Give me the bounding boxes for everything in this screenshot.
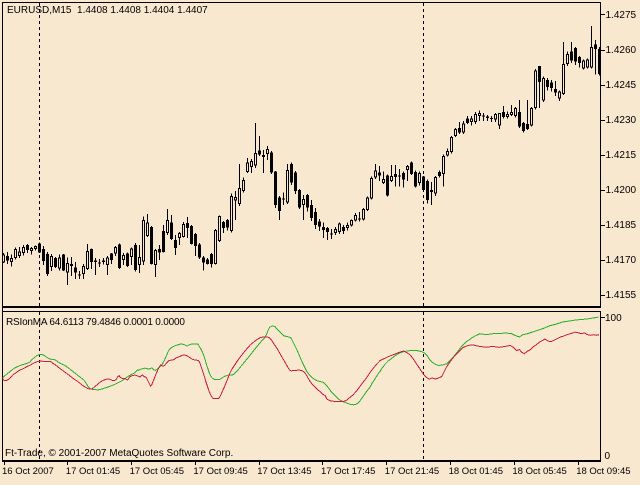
svg-text:1.4170: 1.4170 [606,255,637,266]
svg-text:17 Oct 01:45: 17 Oct 01:45 [66,466,120,477]
svg-text:100: 100 [605,313,622,324]
svg-text:1.4260: 1.4260 [606,45,637,56]
svg-text:1.4215: 1.4215 [606,150,637,161]
svg-text:0: 0 [605,451,611,462]
svg-text:17 Oct 13:45: 17 Oct 13:45 [257,466,311,477]
svg-text:1.4185: 1.4185 [606,220,637,231]
svg-text:EURUSD,M15 1.4408 1.4408 1.44: EURUSD,M15 1.4408 1.4408 1.4404 1.4407 [7,5,208,16]
svg-text:Ft-Trade, © 2001-2007 MetaQuot: Ft-Trade, © 2001-2007 MetaQuotes Softwar… [5,448,233,459]
svg-text:18 Oct 01:45: 18 Oct 01:45 [449,466,503,477]
svg-text:1.4230: 1.4230 [606,115,637,126]
svg-text:17 Oct 21:45: 17 Oct 21:45 [385,466,439,477]
svg-text:17 Oct 05:45: 17 Oct 05:45 [130,466,184,477]
svg-text:RSIonMA 64.6113 79.4846 0.0001: RSIonMA 64.6113 79.4846 0.0001 0.0000 [6,317,185,328]
svg-text:1.4200: 1.4200 [606,185,637,196]
svg-text:17 Oct 17:45: 17 Oct 17:45 [321,466,375,477]
svg-text:17 Oct 09:45: 17 Oct 09:45 [193,466,247,477]
svg-text:18 Oct 09:45: 18 Oct 09:45 [576,466,630,477]
svg-text:1.4275: 1.4275 [606,10,637,21]
svg-text:1.4155: 1.4155 [606,290,637,301]
svg-text:18 Oct 05:45: 18 Oct 05:45 [512,466,566,477]
svg-text:1.4245: 1.4245 [606,80,637,91]
svg-text:16 Oct 2007: 16 Oct 2007 [2,466,54,477]
